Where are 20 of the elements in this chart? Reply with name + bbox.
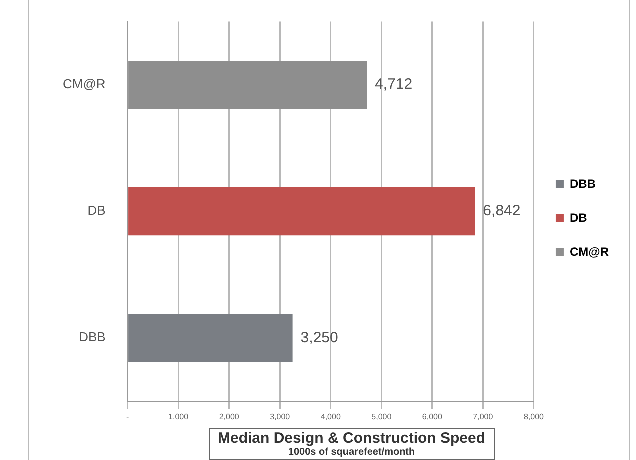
x-axis-title: Median Design & Construction Speed bbox=[218, 430, 486, 447]
x-tick-label: 4,000 bbox=[320, 412, 342, 422]
x-tick-label: 2,000 bbox=[219, 412, 240, 422]
y-tick-label: DB bbox=[88, 203, 106, 218]
legend-label: DBB bbox=[570, 176, 596, 191]
y-tick-label: DBB bbox=[79, 330, 106, 345]
data-label: 3,250 bbox=[300, 329, 338, 346]
legend-label: CM@R bbox=[570, 244, 610, 259]
x-tick-label: 3,000 bbox=[270, 412, 291, 422]
x-tick-label: 7,000 bbox=[473, 412, 494, 422]
x-tick-label: 1,000 bbox=[168, 412, 190, 422]
legend-label: DB bbox=[570, 210, 588, 225]
x-tick-label: - bbox=[126, 412, 130, 422]
y-tick-label: CM@R bbox=[62, 76, 106, 92]
x-tick-label: 6,000 bbox=[422, 412, 443, 422]
text: 1000s of squarefeet/month bbox=[287, 447, 416, 458]
data-label: 6,842 bbox=[483, 202, 521, 220]
x-tick-label: 8,000 bbox=[524, 412, 545, 422]
data-label: 4,712 bbox=[375, 76, 413, 94]
x-tick-label: 5,000 bbox=[372, 412, 392, 422]
